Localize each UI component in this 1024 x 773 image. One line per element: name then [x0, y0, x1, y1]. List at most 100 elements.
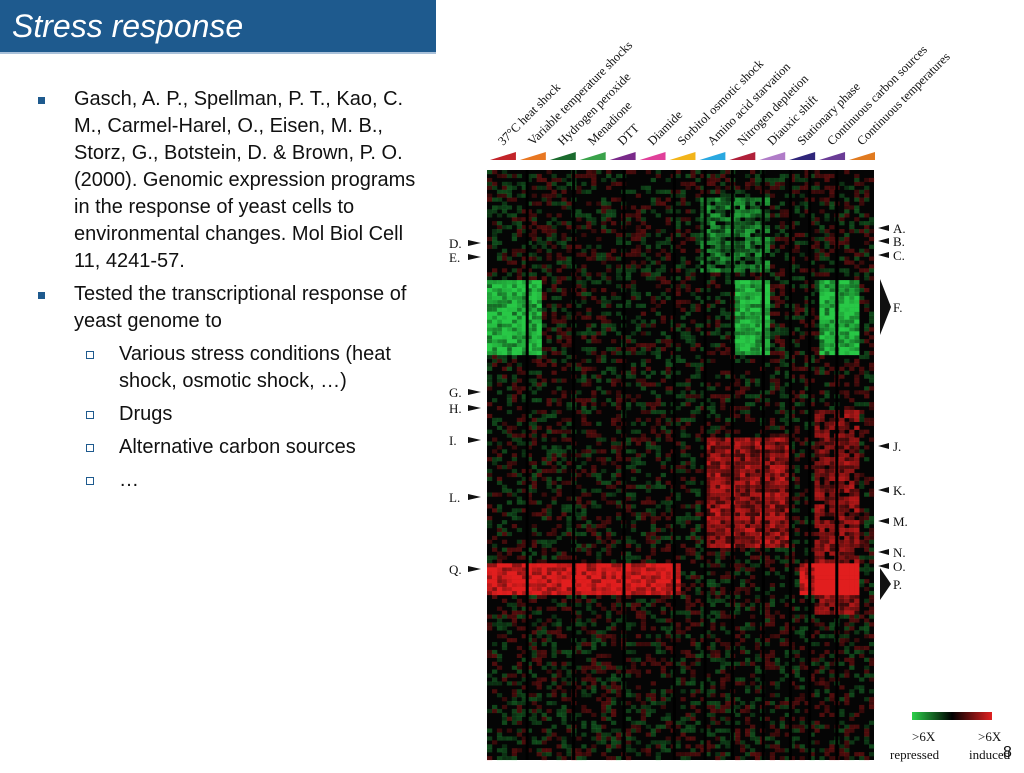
heatmap-cell — [745, 567, 751, 572]
heatmap-cell — [665, 209, 671, 214]
heatmap-cell — [789, 256, 795, 261]
heatmap-cell — [794, 350, 800, 356]
heatmap-cell — [581, 417, 587, 423]
heatmap-cell — [616, 457, 622, 462]
heatmap-cell — [764, 480, 771, 485]
heatmap-cell — [511, 508, 518, 513]
heatmap-cell — [487, 516, 493, 521]
heatmap-cell — [556, 185, 562, 190]
heatmap-cell — [586, 170, 592, 175]
heatmap-cell — [660, 527, 666, 533]
heatmap-cell — [869, 402, 875, 407]
heatmap-cell — [849, 465, 855, 470]
heatmap-cell — [596, 299, 602, 305]
heatmap-cell — [849, 598, 855, 603]
heatmap-cell — [591, 402, 597, 407]
heatmap-cell — [710, 610, 716, 615]
heatmap-cell — [492, 295, 498, 301]
heatmap-cell — [764, 516, 771, 521]
heatmap-cell — [779, 559, 785, 564]
heatmap-cell — [591, 504, 597, 509]
heatmap-cell — [526, 476, 532, 482]
heatmap-cell — [839, 496, 845, 501]
heatmap-cell — [715, 343, 721, 348]
heatmap-cell — [581, 413, 587, 419]
heatmap-cell — [521, 394, 527, 399]
heatmap-cell — [501, 449, 508, 454]
heatmap-cell — [591, 586, 597, 592]
heatmap-cell — [526, 461, 532, 466]
heatmap-cell — [715, 500, 721, 505]
heatmap-cell — [492, 327, 498, 332]
heatmap-cell — [720, 181, 726, 187]
heatmap-cell — [556, 303, 562, 308]
heatmap-cell — [526, 225, 532, 230]
heatmap-cell — [487, 382, 493, 387]
heatmap-cell — [640, 362, 647, 367]
heatmap-cell — [531, 299, 537, 305]
heatmap-cell — [685, 217, 691, 222]
heatmap-cell — [561, 347, 567, 352]
heatmap-cell — [740, 347, 746, 352]
heatmap-cell — [531, 311, 537, 316]
heatmap-cell — [546, 402, 552, 407]
heatmap-cell — [501, 586, 508, 592]
heatmap-cell — [750, 488, 756, 493]
heatmap-cell — [839, 284, 845, 289]
heatmap-cell — [601, 492, 607, 497]
heatmap-cell — [640, 575, 647, 580]
heatmap-cell — [526, 177, 532, 183]
heatmap-cell — [675, 520, 681, 525]
heatmap-cell — [492, 280, 498, 285]
heatmap-cell — [799, 409, 805, 415]
heatmap-cell — [496, 425, 503, 430]
heatmap-cell — [546, 563, 552, 568]
heatmap-cell — [859, 201, 865, 206]
heatmap-cell — [854, 280, 860, 285]
heatmap-cell — [794, 205, 800, 210]
heatmap-cell — [829, 488, 835, 493]
heatmap-cell — [521, 291, 527, 297]
heatmap-cell — [779, 472, 785, 478]
heatmap-cell — [740, 500, 746, 505]
heatmap-cell — [526, 311, 532, 316]
heatmap-cell — [819, 606, 825, 611]
heatmap-cell — [839, 594, 845, 600]
heatmap-cell — [630, 429, 637, 434]
heatmap-cell — [695, 264, 701, 269]
heatmap-cell — [844, 606, 850, 611]
heatmap-cell — [764, 280, 771, 285]
heatmap-cell — [819, 197, 825, 202]
heatmap-cell — [789, 594, 795, 600]
heatmap-cell — [546, 181, 552, 187]
heatmap-cell — [601, 213, 607, 218]
heatmap-cell — [814, 539, 820, 544]
heatmap-cell — [541, 409, 547, 415]
heatmap-cell — [710, 173, 716, 179]
heatmap-cell — [869, 264, 875, 269]
heatmap-cell — [784, 468, 790, 474]
heatmap-cell — [531, 331, 537, 336]
heatmap-cell — [769, 472, 776, 478]
heatmap-cell — [735, 327, 741, 332]
heatmap-cell — [640, 406, 647, 411]
heatmap-cell — [839, 295, 845, 301]
heatmap-cell — [849, 221, 855, 226]
heatmap-cell — [735, 217, 741, 222]
heatmap-cell — [601, 209, 607, 214]
heatmap-cell — [754, 437, 761, 442]
heatmap-cell — [700, 323, 706, 328]
heatmap-cell — [715, 590, 721, 596]
heatmap-cell — [655, 563, 661, 568]
heatmap-cell — [675, 567, 681, 572]
heatmap-cell — [839, 327, 845, 332]
heatmap-cell — [710, 488, 716, 493]
heatmap-cell — [849, 602, 855, 607]
heatmap-cell — [750, 476, 756, 482]
heatmap-cell — [531, 382, 537, 387]
heatmap-cell — [665, 295, 671, 301]
heatmap-cell — [715, 472, 721, 478]
heatmap-cell — [506, 488, 513, 493]
heatmap-cell — [660, 618, 666, 623]
heatmap-cell — [720, 555, 726, 560]
